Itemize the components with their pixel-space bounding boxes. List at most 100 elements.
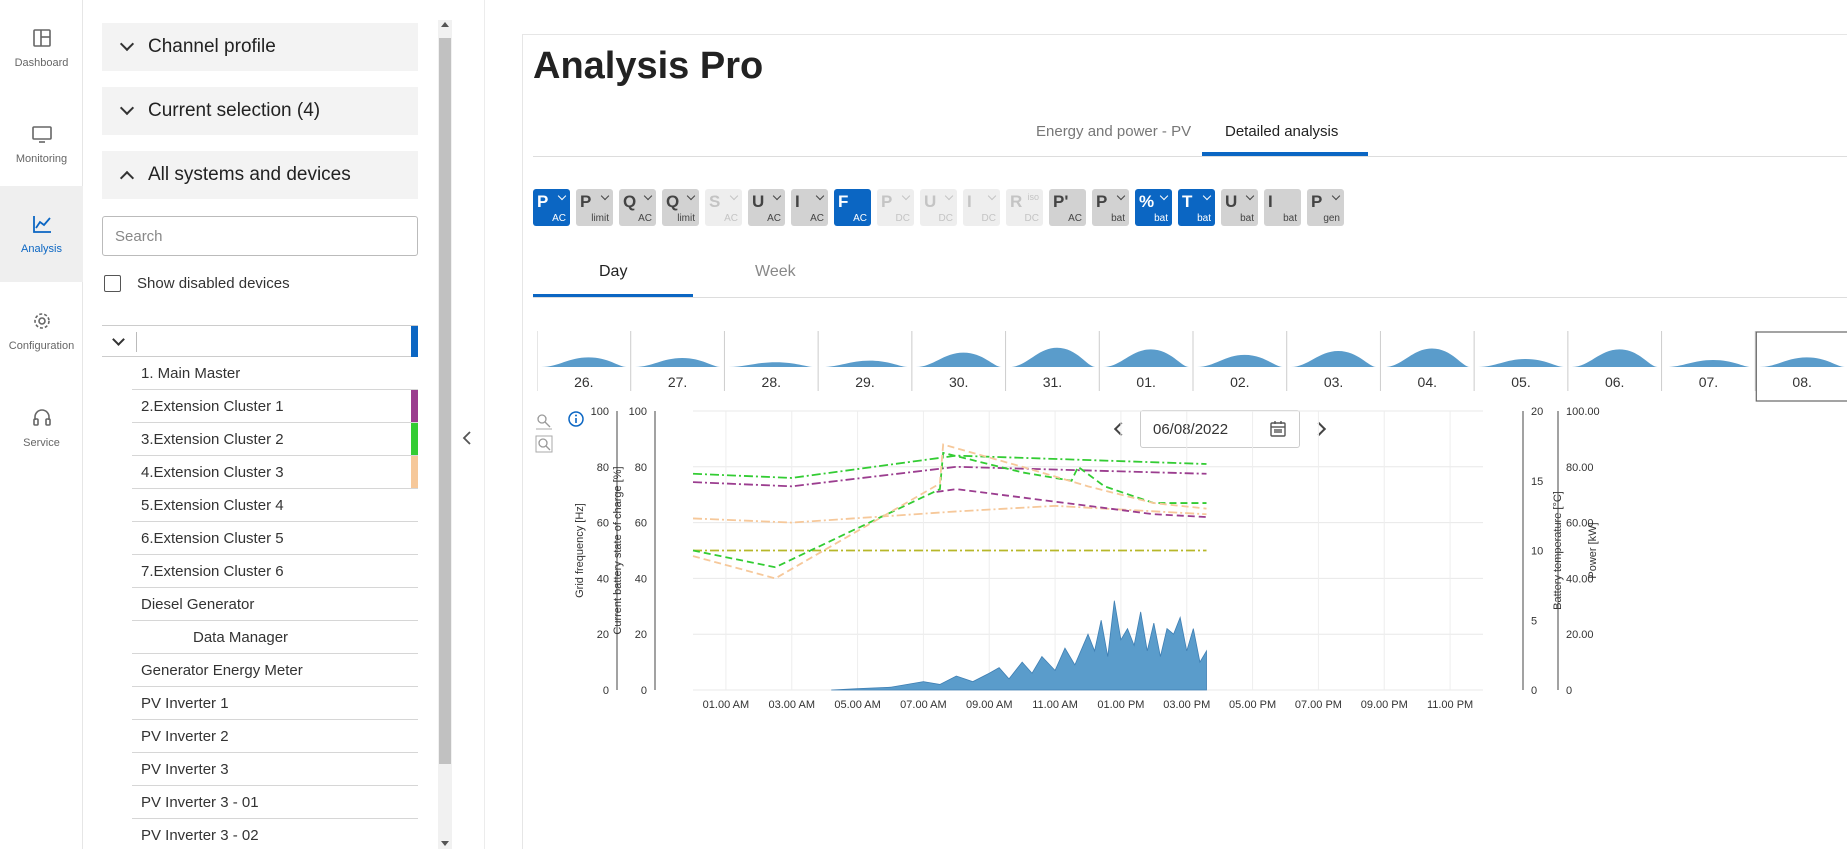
channel-symbol: P [1311, 192, 1323, 211]
device-item[interactable]: 7.Extension Cluster 6 [132, 555, 418, 588]
day-strip-sparkline [1571, 349, 1658, 367]
search-input[interactable] [102, 216, 418, 256]
channel-subscript: limit [591, 213, 609, 224]
show-disabled-label: Show disabled devices [137, 275, 290, 292]
accordion-current-selection[interactable]: Current selection (4) [102, 87, 418, 135]
channel-button[interactable]: P' AC [1049, 189, 1086, 226]
channel-button[interactable]: P AC [533, 189, 570, 226]
nav-item-monitoring[interactable]: Monitoring [0, 96, 83, 192]
tab-energy-power-pv[interactable]: Energy and power - PV [1036, 123, 1192, 140]
channel-subscript: AC [724, 213, 738, 224]
device-item[interactable]: Data Manager [132, 621, 418, 654]
device-item[interactable]: 5.Extension Cluster 4 [132, 489, 418, 522]
scrollbar-thumb[interactable] [439, 38, 451, 764]
tab-detailed-analysis[interactable]: Detailed analysis [1225, 123, 1339, 140]
zoom-in-icon[interactable] [535, 412, 553, 430]
device-item[interactable]: PV Inverter 3 - 02 [132, 819, 418, 849]
channel-button[interactable]: Q AC [619, 189, 656, 226]
date-field[interactable]: 06/08/2022 [1140, 410, 1300, 448]
day-strip-label: 30. [949, 374, 968, 390]
device-item[interactable]: PV Inverter 2 [132, 720, 418, 753]
x-tick-label: 03.00 PM [1163, 699, 1210, 711]
channel-button[interactable]: F AC [834, 189, 871, 226]
device-item[interactable]: 4.Extension Cluster 3 [132, 456, 418, 489]
device-item[interactable]: 6.Extension Cluster 5 [132, 522, 418, 555]
device-label: 6.Extension Cluster 5 [141, 530, 284, 547]
scroll-up-icon[interactable] [441, 22, 449, 27]
panel-divider [484, 0, 485, 849]
headset-icon [32, 409, 51, 426]
show-disabled-checkbox[interactable] [104, 275, 121, 292]
system-color-bar [411, 326, 418, 357]
channel-symbol: U [1225, 192, 1238, 211]
y-tick-label: 15 [1531, 476, 1543, 488]
gear-icon [33, 313, 50, 329]
device-label: 7.Extension Cluster 6 [141, 563, 284, 580]
analysis-chart: 01.00 AM 03.00 AM 05.00 AM 07.00 AM 09.00 AM… [574, 406, 1600, 711]
collapse-panel-icon[interactable] [460, 428, 474, 448]
day-strip-label: 01. [1136, 374, 1155, 390]
channel-button: P DC [877, 189, 914, 226]
scroll-down-icon[interactable] [441, 841, 449, 846]
y-tick-label: 80.00 [1566, 462, 1594, 474]
nav-item-configuration[interactable]: Configuration [0, 283, 83, 379]
x-tick-label: 05.00 AM [834, 699, 880, 711]
device-item[interactable]: PV Inverter 3 [132, 753, 418, 786]
nav-item-dashboard[interactable]: Dashboard [0, 0, 83, 96]
day-strip-sparkline [1009, 347, 1096, 367]
system-row[interactable] [102, 325, 418, 357]
zoom-out-icon[interactable] [535, 435, 553, 453]
y-axis-title: Power [kW] [1587, 522, 1599, 578]
device-label: PV Inverter 1 [141, 695, 229, 712]
nav-item-service[interactable]: Service [0, 380, 83, 476]
accordion-channel-profile[interactable]: Channel profile [102, 23, 418, 71]
device-item[interactable]: Generator Energy Meter [132, 654, 418, 687]
day-strip-sparkline [915, 352, 1002, 367]
device-item[interactable]: PV Inverter 1 [132, 687, 418, 720]
y-tick-label: 100 [629, 406, 647, 418]
series-line [692, 443, 1207, 580]
info-icon[interactable] [567, 410, 585, 428]
device-item[interactable]: 2.Extension Cluster 1 [132, 390, 418, 423]
y-tick-label: 40 [635, 573, 647, 585]
channel-symbol: U [924, 192, 937, 211]
device-color-bar [411, 390, 418, 422]
channel-subscript: bat [1240, 213, 1254, 224]
accordion-all-systems[interactable]: All systems and devices [102, 151, 418, 199]
y-tick-label: 40 [597, 573, 609, 585]
tabs-divider [533, 156, 1847, 157]
nav-label-dashboard: Dashboard [14, 57, 69, 69]
period-tab-week[interactable]: Week [755, 263, 796, 280]
device-tree: 1. Main Master 2.Extension Cluster 1 3.Ext… [102, 325, 418, 849]
device-item[interactable]: 1. Main Master [132, 357, 418, 390]
accordion-all-systems-label: All systems and devices [148, 164, 351, 185]
device-item[interactable]: 3.Extension Cluster 2 [132, 423, 418, 456]
channel-symbol: T [1182, 192, 1193, 211]
device-item[interactable]: PV Inverter 3 - 01 [132, 786, 418, 819]
calendar-icon[interactable] [1269, 420, 1287, 438]
chevron-down-icon[interactable] [112, 333, 125, 346]
channel-subscript: AC [552, 213, 566, 224]
nav-item-analysis[interactable]: Analysis [0, 186, 83, 282]
device-label: PV Inverter 2 [141, 728, 229, 745]
device-label: Diesel Generator [141, 596, 255, 613]
channel-button[interactable]: I AC [791, 189, 828, 226]
channel-button[interactable]: % bat [1135, 189, 1172, 226]
device-item[interactable]: Diesel Generator [132, 588, 418, 621]
channel-button[interactable]: U AC [748, 189, 785, 226]
day-strip-sparkline [822, 360, 908, 367]
y-tick-label: 100.00 [1566, 406, 1600, 418]
period-tab-day[interactable]: Day [599, 263, 628, 280]
panel-scrollbar[interactable] [438, 20, 452, 849]
x-tick-label: 07.00 AM [900, 699, 946, 711]
y-tick-label: 80 [635, 462, 647, 474]
